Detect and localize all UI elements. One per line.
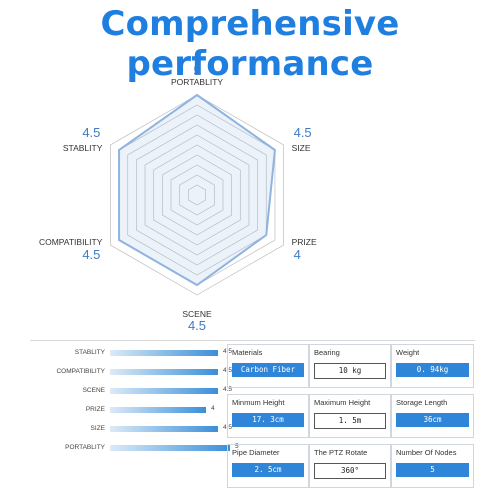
bar — [110, 350, 218, 356]
radar-chart: PORTABLITY5SIZE4.5PRIZE4SCENE4.5COMPATIB… — [39, 63, 317, 333]
bar-category-label: PRIZE — [85, 406, 105, 413]
bar-category-label: PORTABLITY — [65, 444, 105, 451]
bar-row: SCENE 4.5 — [40, 383, 232, 402]
bar-value-label: 4 — [211, 405, 215, 412]
spec-value: 1. 5m — [314, 413, 386, 429]
radar-value-label: 4.5 — [82, 125, 100, 140]
spec-label: The PTZ Rotate — [314, 448, 368, 457]
bar-value-label: 5 — [235, 443, 239, 450]
radar-value-label: 4 — [294, 247, 301, 262]
radar-data-area — [118, 93, 276, 287]
radar-grid-ring — [170, 164, 224, 226]
spec-card: Minmum Height 17. 3cm — [227, 394, 309, 438]
spec-value: 360° — [314, 463, 386, 479]
radar-value-label: 5 — [193, 63, 200, 78]
radar-grid-ring — [144, 134, 250, 256]
bar-row: STABLITY 4.5 — [40, 345, 232, 364]
spec-card: Materials Carbon Fiber — [227, 344, 309, 388]
bar — [110, 445, 230, 451]
spec-label: Storage Length — [396, 398, 448, 407]
bar-value-label: 4.5 — [223, 386, 233, 393]
bar-category-label: STABLITY — [74, 349, 105, 356]
bar-category-label: COMPATIBILITY — [56, 368, 105, 375]
bar-category-label: SCENE — [82, 387, 105, 394]
spec-label: Maximum Height — [314, 398, 371, 407]
bar-row: PRIZE 4 — [40, 402, 220, 421]
spec-value: 2. 5cm — [232, 463, 304, 477]
radar-value-label: 4.5 — [188, 318, 206, 333]
radar-grid-ring — [136, 124, 258, 266]
spec-value: 17. 3cm — [232, 413, 304, 427]
spec-value: 36cm — [396, 413, 469, 427]
spec-value: 5 — [396, 463, 469, 477]
radar-grid-ring — [179, 174, 215, 216]
bar — [110, 407, 206, 413]
spec-label: Weight — [396, 348, 420, 357]
spec-card: The PTZ Rotate 360° — [309, 444, 391, 488]
bar-row: SIZE 4.5 — [40, 421, 232, 440]
spec-value: Carbon Fiber — [232, 363, 304, 377]
spec-card: Pipe Diameter 2. 5cm — [227, 444, 309, 488]
bar — [110, 388, 218, 394]
divider — [30, 340, 475, 341]
radar-grid-ring — [127, 114, 267, 276]
spec-card: Storage Length 36cm — [391, 394, 474, 438]
radar-grid-ring — [162, 154, 232, 236]
spec-label: Minmum Height — [232, 398, 285, 407]
radar-axis-label: SCENE — [182, 309, 212, 319]
radar-grid-ring — [110, 94, 284, 296]
bar — [110, 426, 218, 432]
spec-label: Bearing — [314, 348, 340, 357]
spec-label: Materials — [232, 348, 263, 357]
bar-row: PORTABLITY 5 — [40, 440, 239, 459]
radar-grid-ring — [187, 184, 207, 206]
radar-value-label: 4.5 — [294, 125, 312, 140]
spec-label: Number Of Nodes — [396, 448, 457, 457]
radar-axis-label: PORTABLITY — [171, 77, 223, 87]
radar-axis-label: PRIZE — [292, 237, 317, 247]
spec-value: 10 kg — [314, 363, 386, 379]
bar-row: COMPATIBILITY 4.5 — [40, 364, 232, 383]
spec-label: Pipe Diameter — [232, 448, 280, 457]
radar-axis-label: COMPATIBILITY — [39, 237, 103, 247]
spec-card: Weight 0. 94kg — [391, 344, 474, 388]
spec-card: Maximum Height 1. 5m — [309, 394, 391, 438]
radar-value-label: 4.5 — [82, 247, 100, 262]
spec-card: Number Of Nodes 5 — [391, 444, 474, 488]
radar-axis-label: SIZE — [292, 143, 311, 153]
radar-axis-label: STABLITY — [63, 143, 103, 153]
bar — [110, 369, 218, 375]
spec-card: Bearing 10 kg — [309, 344, 391, 388]
bar-chart: STABLITY 4.5 COMPATIBILITY 4.5 SCENE 4.5 PRIZE… — [40, 345, 239, 459]
page-title: Comprehensive performance — [100, 4, 400, 84]
spec-value: 0. 94kg — [396, 363, 469, 377]
bar-category-label: SIZE — [90, 425, 105, 432]
spec-grid: Materials Carbon Fiber Bearing 10 kg Weight 0… — [227, 344, 474, 488]
radar-grid-ring — [153, 144, 241, 246]
